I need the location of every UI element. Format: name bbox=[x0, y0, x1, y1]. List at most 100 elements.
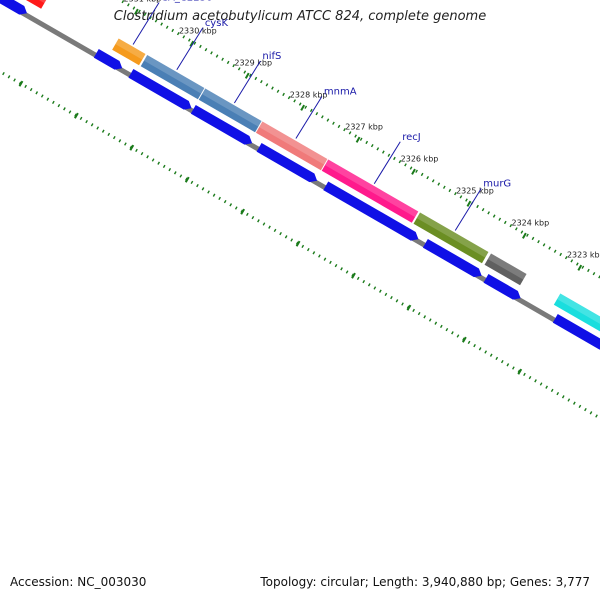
tick-label: 2331 kbp bbox=[124, 0, 162, 3]
gene-bar[interactable] bbox=[112, 38, 146, 66]
accession-text: Accession: NC_003030 bbox=[10, 575, 147, 589]
major-tick bbox=[522, 232, 527, 239]
minor-tick bbox=[428, 318, 432, 322]
gene-bar[interactable] bbox=[140, 54, 205, 100]
minor-tick bbox=[379, 289, 382, 293]
minor-tick bbox=[398, 159, 402, 164]
gene-feature[interactable] bbox=[546, 293, 600, 352]
minor-tick bbox=[523, 372, 526, 377]
minor-tick bbox=[260, 79, 263, 84]
gene-feature[interactable] bbox=[248, 121, 329, 185]
gene-feature[interactable] bbox=[128, 52, 205, 113]
minor-tick bbox=[29, 87, 33, 92]
minor-tick bbox=[489, 353, 493, 357]
major-tick bbox=[129, 144, 135, 151]
minor-tick bbox=[176, 31, 180, 36]
minor-tick bbox=[376, 147, 380, 151]
cds-arrow[interactable] bbox=[93, 48, 125, 73]
major-tick bbox=[244, 72, 250, 79]
minor-tick bbox=[35, 91, 39, 95]
minor-tick bbox=[154, 19, 158, 23]
minor-tick bbox=[467, 340, 471, 345]
minor-tick bbox=[201, 187, 205, 191]
minor-tick bbox=[290, 238, 294, 242]
minor-tick bbox=[343, 127, 346, 132]
cds-arrow[interactable] bbox=[256, 142, 320, 185]
cds-arrow[interactable] bbox=[552, 313, 600, 353]
minor-tick bbox=[165, 25, 169, 29]
minor-tick bbox=[578, 404, 582, 409]
minor-tick bbox=[287, 95, 291, 100]
minor-tick bbox=[149, 15, 152, 20]
gene-feature[interactable] bbox=[477, 253, 533, 302]
tick-label: 2327 kbp bbox=[345, 122, 383, 131]
minor-tick bbox=[146, 155, 149, 159]
minor-tick bbox=[151, 158, 155, 162]
minor-tick bbox=[140, 151, 144, 156]
minor-tick bbox=[237, 67, 241, 71]
minor-tick bbox=[526, 233, 529, 237]
minor-tick bbox=[564, 255, 568, 260]
minor-tick bbox=[265, 83, 269, 87]
minor-tick bbox=[495, 356, 499, 361]
major-tick bbox=[577, 264, 583, 271]
gene-bar[interactable] bbox=[484, 253, 527, 286]
gene-bar-shine bbox=[259, 121, 328, 165]
minor-tick bbox=[243, 70, 247, 74]
minor-tick bbox=[221, 57, 224, 61]
minor-tick bbox=[420, 172, 424, 177]
gene-feature[interactable] bbox=[0, 0, 48, 23]
gene-bar[interactable] bbox=[321, 159, 419, 223]
gene-bar[interactable] bbox=[255, 121, 328, 171]
minor-tick bbox=[90, 123, 94, 127]
cds-arrow[interactable] bbox=[190, 104, 255, 148]
minor-tick bbox=[431, 179, 435, 183]
minor-tick bbox=[337, 124, 341, 129]
minor-tick bbox=[561, 395, 565, 399]
minor-tick bbox=[254, 76, 258, 81]
gene-bar[interactable] bbox=[198, 88, 262, 133]
major-tick bbox=[189, 40, 195, 47]
gene-bar[interactable] bbox=[553, 293, 600, 339]
minor-tick bbox=[7, 75, 11, 79]
minor-tick bbox=[318, 254, 321, 258]
minor-tick bbox=[2, 71, 5, 76]
minor-tick bbox=[584, 407, 587, 412]
minor-tick bbox=[384, 292, 388, 297]
major-tick bbox=[466, 200, 472, 207]
minor-tick bbox=[24, 84, 27, 89]
minor-tick bbox=[251, 215, 255, 220]
gene-feature[interactable] bbox=[190, 88, 264, 148]
minor-tick bbox=[171, 28, 175, 33]
gene-bar-shine bbox=[202, 88, 262, 127]
cds-arrow[interactable] bbox=[422, 238, 484, 280]
minor-tick bbox=[96, 126, 100, 130]
cds-arrow[interactable] bbox=[323, 181, 421, 243]
major-tick bbox=[406, 304, 412, 311]
gene-feature[interactable] bbox=[314, 159, 431, 243]
minor-tick bbox=[315, 111, 319, 116]
minor-tick bbox=[520, 230, 524, 234]
gene-feature[interactable] bbox=[406, 212, 494, 280]
minor-tick bbox=[437, 182, 441, 186]
minor-tick bbox=[548, 246, 551, 250]
minor-tick bbox=[304, 105, 308, 109]
cds-arrow[interactable] bbox=[128, 68, 194, 113]
cds-arrow[interactable] bbox=[483, 273, 523, 303]
tick-label: 2325 kbp bbox=[456, 186, 494, 195]
gene-bar[interactable] bbox=[413, 212, 489, 264]
minor-tick bbox=[190, 180, 194, 185]
minor-tick bbox=[121, 0, 125, 4]
minor-tick bbox=[101, 129, 105, 133]
minor-tick bbox=[354, 134, 357, 138]
cds-arrow[interactable] bbox=[0, 0, 29, 18]
minor-tick bbox=[268, 225, 271, 229]
minor-tick bbox=[373, 286, 377, 290]
minor-tick bbox=[492, 214, 496, 218]
gene-bar-shine bbox=[487, 253, 527, 280]
gene-feature[interactable] bbox=[93, 32, 146, 79]
major-tick bbox=[517, 368, 523, 375]
minor-tick bbox=[107, 132, 111, 137]
gene-label: mnmA bbox=[324, 87, 357, 98]
minor-tick bbox=[309, 108, 313, 113]
